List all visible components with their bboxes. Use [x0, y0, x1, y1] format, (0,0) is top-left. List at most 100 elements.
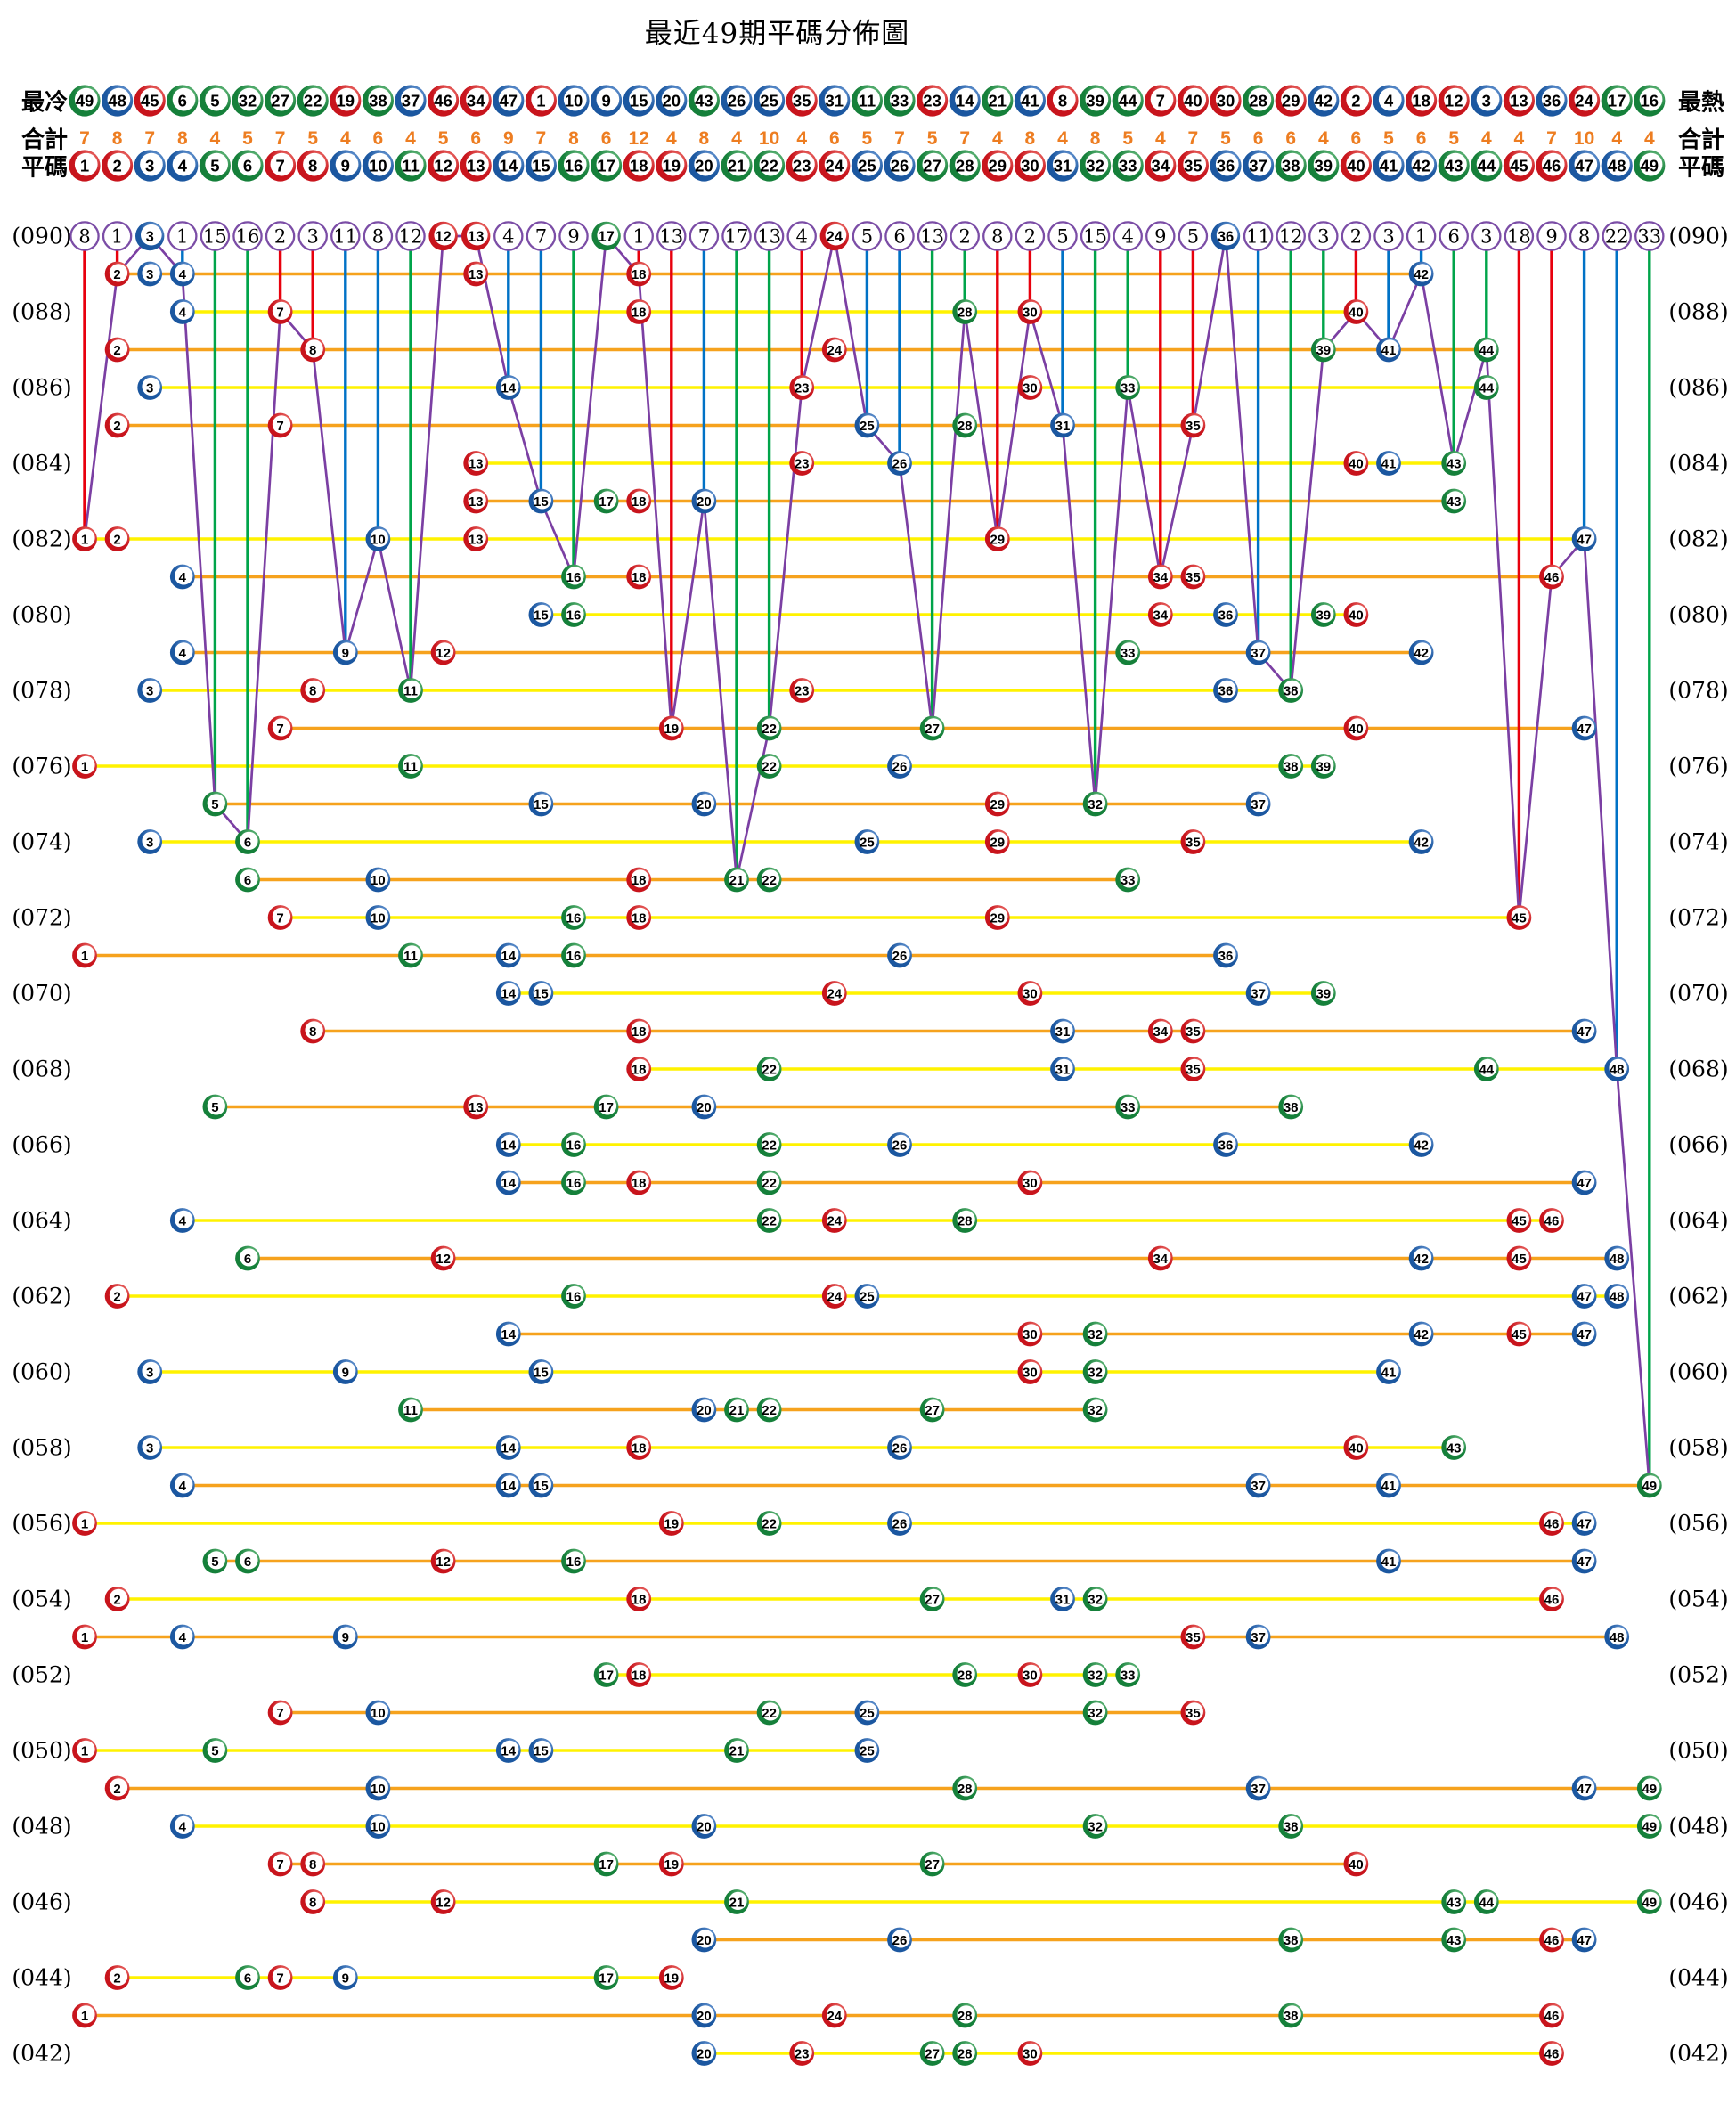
- ball-p047-17: 17: [593, 1851, 619, 1877]
- svg-text:38: 38: [1282, 157, 1300, 175]
- svg-text:9: 9: [341, 157, 350, 175]
- gap-value-6: 16: [236, 226, 260, 248]
- ball-p086-44: 44: [1473, 375, 1499, 400]
- svg-text:5: 5: [210, 157, 219, 175]
- svg-text:2: 2: [1351, 92, 1360, 110]
- ball-p078-38: 38: [1278, 678, 1304, 703]
- svg-text:2: 2: [113, 419, 120, 434]
- ball-p055-12: 12: [430, 1548, 456, 1574]
- ball-p054-27: 27: [919, 1587, 945, 1611]
- svg-text:40: 40: [1184, 92, 1202, 110]
- svg-text:4: 4: [179, 570, 187, 585]
- svg-text:46: 46: [1544, 1592, 1560, 1607]
- total-value-36: 5: [1220, 128, 1231, 149]
- row-label-left-080: (080): [12, 602, 71, 628]
- ball-p089-42: 42: [1408, 261, 1434, 287]
- ball-p077-7: 7: [267, 715, 293, 741]
- svg-text:20: 20: [697, 2046, 712, 2061]
- svg-text:8: 8: [309, 1024, 316, 1040]
- gap-value-9: 11: [333, 226, 357, 248]
- svg-text:28: 28: [958, 1782, 973, 1797]
- svg-text:46: 46: [1544, 570, 1560, 585]
- gap-value-22: 13: [757, 226, 781, 248]
- svg-text:3: 3: [146, 229, 154, 245]
- svg-text:17: 17: [599, 494, 614, 510]
- svg-text:6: 6: [243, 157, 252, 175]
- ping-ball-33: 33: [1112, 150, 1144, 182]
- svg-text:23: 23: [795, 683, 810, 698]
- svg-text:13: 13: [1510, 92, 1528, 110]
- ball-p085-31: 31: [1050, 412, 1075, 438]
- total-value-10: 6: [373, 128, 384, 149]
- svg-text:41: 41: [1380, 157, 1398, 175]
- ball-p082-10: 10: [365, 526, 391, 551]
- ball-p073-33: 33: [1115, 867, 1141, 893]
- header-label-total-right: 合計: [1677, 126, 1725, 154]
- total-value-3: 7: [144, 128, 155, 149]
- ball-p081-4: 4: [169, 564, 195, 590]
- svg-text:19: 19: [337, 92, 355, 110]
- svg-text:23: 23: [795, 456, 810, 471]
- ball-p073-21: 21: [724, 867, 749, 893]
- total-value-48: 4: [1611, 128, 1622, 149]
- svg-text:47: 47: [1575, 157, 1593, 175]
- total-value-37: 6: [1253, 128, 1264, 149]
- svg-text:32: 32: [1088, 1819, 1103, 1834]
- svg-text:3: 3: [146, 1365, 153, 1380]
- ball-p064-4: 4: [169, 1208, 195, 1233]
- ball-p080-16: 16: [561, 602, 586, 627]
- ball-p060-30: 30: [1017, 1359, 1043, 1384]
- svg-text:14: 14: [501, 949, 516, 964]
- gap-circle-28: 2: [950, 221, 980, 251]
- ball-p069-18: 18: [626, 1018, 652, 1044]
- vertical-lines-layer: [83, 249, 1651, 1486]
- gap-value-27: 13: [920, 226, 944, 248]
- ping-ball-44: 44: [1471, 150, 1503, 182]
- gap-value-19: 13: [659, 226, 683, 248]
- cold-ball-16: 16: [1634, 85, 1666, 117]
- gap-value-48: 22: [1605, 226, 1629, 248]
- ball-p075-37: 37: [1245, 791, 1271, 817]
- svg-text:6: 6: [244, 873, 251, 888]
- ball-p050-25: 25: [854, 1738, 880, 1763]
- ball-p089-4: 4: [169, 261, 195, 287]
- svg-text:26: 26: [892, 949, 908, 964]
- svg-text:48: 48: [108, 92, 126, 110]
- svg-text:37: 37: [1251, 1479, 1266, 1494]
- ball-p054-18: 18: [626, 1587, 652, 1611]
- ball-p086-33: 33: [1115, 375, 1141, 400]
- ball-p067-17: 17: [593, 1094, 619, 1120]
- svg-text:7: 7: [1156, 92, 1165, 110]
- svg-text:3: 3: [146, 1440, 153, 1456]
- ping-ball-27: 27: [917, 150, 949, 182]
- gap-circle-43: 6: [1439, 221, 1469, 251]
- gap-circle-37: 11: [1243, 221, 1274, 251]
- ball-p072-45: 45: [1506, 905, 1532, 930]
- ball-p088-30: 30: [1017, 299, 1043, 324]
- gap-circle-41: 3: [1373, 221, 1404, 251]
- row-label-right-070: (070): [1668, 981, 1728, 1007]
- ping-ball-38: 38: [1275, 150, 1307, 182]
- cold-ball-46: 46: [428, 85, 460, 117]
- total-value-45: 4: [1514, 128, 1525, 149]
- svg-text:11: 11: [403, 759, 418, 774]
- svg-text:41: 41: [1021, 92, 1039, 110]
- svg-text:5: 5: [211, 1743, 218, 1758]
- ping-ball-47: 47: [1569, 150, 1601, 182]
- svg-text:22: 22: [762, 1403, 777, 1418]
- row-label-left-084: (084): [12, 451, 71, 477]
- svg-text:22: 22: [762, 722, 777, 737]
- gap-value-43: 6: [1448, 226, 1460, 248]
- row-label-left-088: (088): [12, 299, 71, 325]
- svg-text:47: 47: [1577, 722, 1592, 737]
- svg-text:41: 41: [1381, 456, 1397, 471]
- svg-text:20: 20: [697, 494, 712, 510]
- ball-p049-37: 37: [1245, 1775, 1271, 1801]
- total-value-23: 4: [796, 128, 807, 149]
- ball-p088-18: 18: [626, 299, 652, 324]
- ball-p077-27: 27: [919, 715, 945, 741]
- gap-value-44: 3: [1480, 226, 1492, 248]
- header-row-numbers: 1 2 3 4 5 6 7 8 9 10 11 12 13 14 15 16 17 18 19 20 21 22 23 24 2…: [69, 150, 1666, 182]
- ping-ball-8: 8: [297, 150, 329, 182]
